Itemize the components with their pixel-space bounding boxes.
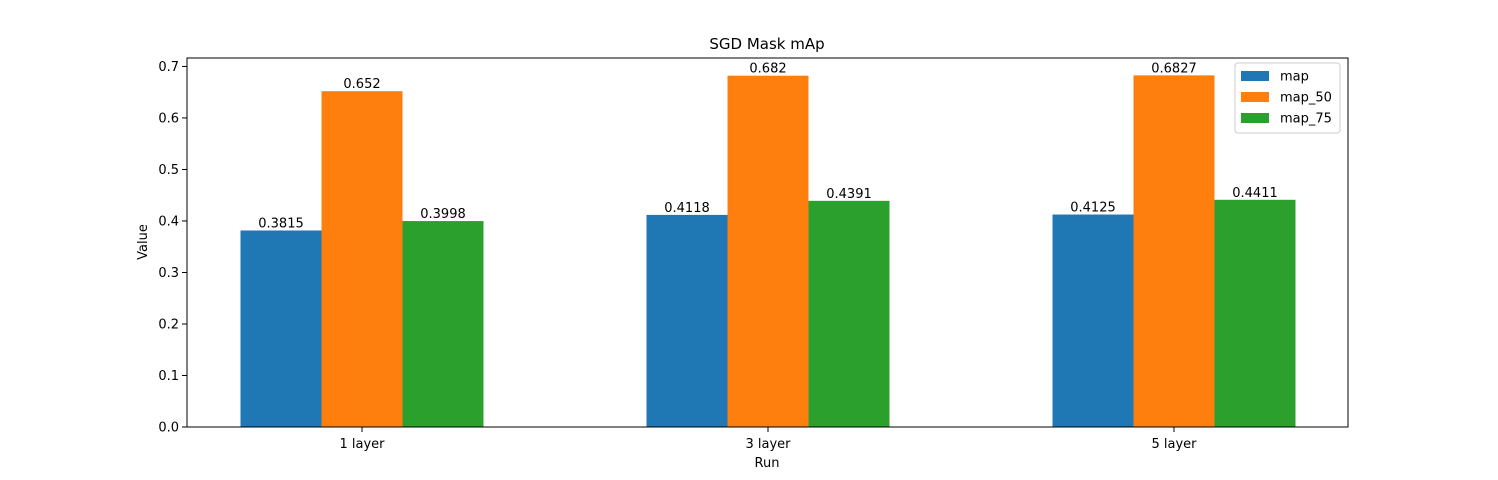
y-tick-label: 0.5: [158, 163, 179, 178]
y-tick-label: 0.1: [158, 369, 179, 384]
bar-value-label: 0.3815: [258, 216, 304, 231]
bar-map: [646, 214, 728, 427]
legend-label: map_50: [1280, 91, 1332, 106]
y-axis: 0.0 0.1 0.2 0.3 0.4 0.5 0.6 0.7: [158, 60, 187, 436]
bar-map: [1052, 214, 1134, 427]
data-labels-group: 0.3815 0.652 0.3998 0.4118 0.682 0.4391 0.4125…: [258, 61, 1278, 231]
bar-value-label: 0.4125: [1070, 201, 1116, 216]
y-tick-label: 0.7: [158, 60, 179, 75]
y-tick-label: 0.4: [158, 214, 179, 229]
bar-value-label: 0.4411: [1232, 186, 1278, 201]
bar-map-50: [727, 75, 809, 427]
bars-group: [240, 75, 1296, 428]
bar-value-label: 0.4391: [826, 187, 872, 202]
legend-swatch: [1241, 92, 1269, 102]
y-tick-label: 0.3: [158, 266, 179, 281]
legend-label: map: [1280, 70, 1309, 85]
x-tick-label: 5 layer: [1151, 437, 1197, 452]
bar-map-75: [1214, 199, 1296, 427]
bar-map-50: [1133, 75, 1215, 428]
bar-value-label: 0.3998: [420, 207, 466, 222]
bar-map: [240, 230, 322, 427]
x-axis-title: Run: [755, 456, 780, 471]
legend-label: map_75: [1280, 112, 1332, 127]
y-axis-title: Value: [136, 224, 151, 260]
bar-map-50: [321, 91, 403, 428]
x-axis: 1 layer 3 layer 5 layer: [339, 427, 1197, 452]
bar-value-label: 0.652: [343, 77, 380, 92]
y-tick-label: 0.2: [158, 317, 179, 332]
legend-swatch: [1241, 71, 1269, 81]
plot-frame: [186, 57, 1349, 428]
bar-map-75: [402, 221, 484, 427]
x-tick-label: 1 layer: [339, 437, 385, 452]
bar-value-label: 0.4118: [664, 201, 710, 216]
y-tick-label: 0.0: [158, 421, 179, 436]
x-tick-label: 3 layer: [745, 437, 791, 452]
legend-swatch: [1241, 113, 1269, 123]
bar-value-label: 0.682: [749, 62, 786, 77]
bar-value-label: 0.6827: [1151, 61, 1197, 76]
y-tick-label: 0.6: [158, 111, 179, 126]
legend: map map_50 map_75: [1234, 62, 1341, 134]
chart-title: SGD Mask mAp: [709, 35, 824, 53]
bar-map-75: [808, 200, 890, 427]
